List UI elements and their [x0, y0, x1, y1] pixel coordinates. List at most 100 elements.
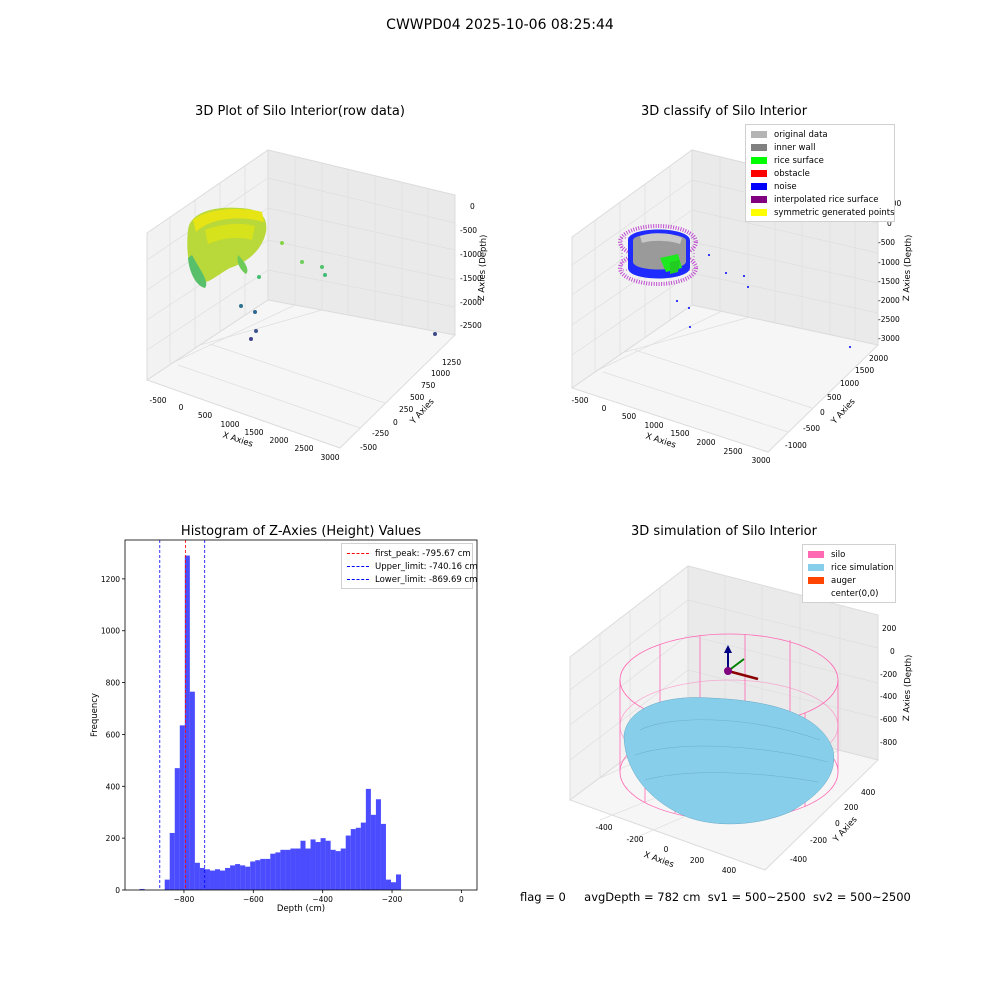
histogram-bar	[174, 768, 180, 890]
classify-z-tick: -1500	[878, 277, 900, 286]
histogram-bar	[209, 870, 215, 890]
histogram-x-tick: −800	[174, 895, 195, 904]
legend-label: inner wall	[774, 142, 816, 153]
legend-item: interpolated rice surface	[751, 193, 889, 206]
histogram-x-tick: −600	[243, 895, 264, 904]
simulation-y-tick: 0	[835, 819, 840, 828]
histogram-bar	[214, 869, 221, 890]
simulation-3d-plot: -400 -200 0 200 400 X Axies -400 -200 0 …	[568, 564, 914, 875]
histogram-bar	[255, 860, 261, 890]
histogram-bars	[139, 555, 402, 890]
raw-x-tick: 500	[198, 411, 213, 420]
simulation-x-tick: 0	[664, 845, 669, 854]
legend-item: auger	[808, 574, 890, 587]
raw-z-ticks: 0 -500 -1000 -1500 -2000 -2500	[460, 202, 482, 330]
legend-item: inner wall	[751, 141, 889, 154]
classify-x-tick: 2500	[723, 447, 742, 456]
legend-item: noise	[751, 180, 889, 193]
classify-z-label: Z Axies (Depth)	[902, 234, 914, 301]
histogram-bar	[139, 888, 145, 890]
simulation-z-tick: -200	[880, 670, 897, 679]
histogram-bar	[325, 840, 331, 890]
legend-label: center(0,0)	[831, 588, 879, 599]
simulation-z-tick: -800	[880, 738, 897, 747]
status-sv2: sv2 = 500~2500	[812, 890, 911, 904]
classify-3d-axes-panes	[570, 149, 880, 453]
classify-3d-plot: -500 0 500 1000 1500 2000 2500 3000 X Ax…	[570, 149, 914, 465]
raw-x-tick: 1000	[220, 420, 239, 429]
histogram-bar	[275, 852, 281, 890]
histogram-title: Histogram of Z-Axies (Height) Values	[180, 524, 422, 539]
histogram-bar	[360, 822, 366, 890]
histogram-bar	[380, 823, 386, 890]
raw-y-tick: -500	[360, 443, 377, 452]
raw-x-tick: 3000	[320, 453, 339, 462]
classify-z-tick: -2000	[878, 296, 900, 305]
classify-y-tick: -500	[803, 424, 820, 433]
histogram-bar	[390, 882, 397, 890]
raw-z-tick: -2500	[460, 321, 482, 330]
classify-point-cloud	[618, 224, 851, 348]
histogram-bar	[260, 858, 266, 890]
legend-swatch	[808, 590, 824, 597]
legend-swatch	[808, 577, 824, 584]
legend-swatch	[751, 170, 767, 177]
histogram-x-label: Depth (cm)	[277, 904, 325, 914]
legend-item: first_peak: -795.67 cm	[347, 547, 471, 560]
histogram-y-ticks: 0 200 400 600 800 1000 1200	[101, 575, 125, 895]
classify-y-ticks: -1000 -500 0 500 1000 1500 2000	[785, 354, 888, 450]
raw-x-ticks: -500 0 500 1000 1500 2000 2500 3000	[149, 396, 339, 462]
legend-label: rice surface	[774, 155, 824, 166]
status-sv1: sv1 = 500~2500	[707, 890, 806, 904]
raw-y-tick: 250	[399, 405, 414, 414]
histogram-bar	[235, 864, 241, 890]
histogram-bar	[375, 799, 381, 890]
classify-plot-title: 3D classify of Silo Interior	[640, 104, 808, 119]
histogram-bar	[280, 849, 286, 890]
legend-line	[347, 566, 369, 567]
raw-z-tick: 0	[470, 202, 475, 211]
classify-x-tick: 3000	[751, 456, 770, 465]
histogram-bar	[365, 788, 371, 890]
raw-x-tick: 0	[179, 403, 184, 412]
legend-label: noise	[774, 181, 797, 192]
histogram-x-tick: 0	[459, 895, 464, 904]
legend-swatch	[751, 157, 767, 164]
legend-swatch	[751, 209, 767, 216]
histogram-bar	[300, 840, 306, 890]
classify-y-tick: 0	[820, 408, 825, 417]
histogram-bar	[345, 835, 351, 890]
simulation-z-tick: 0	[890, 647, 895, 656]
histogram-bar	[305, 848, 311, 890]
classify-y-tick: -1000	[785, 441, 807, 450]
simulation-y-tick: 200	[844, 803, 859, 812]
legend-item: rice surface	[751, 154, 889, 167]
raw-plot-title: 3D Plot of Silo Interior(row data)	[195, 104, 405, 119]
legend-item: Lower_limit: -869.69 cm	[347, 573, 477, 586]
legend-item: original data	[751, 128, 889, 141]
histogram-bar	[370, 814, 376, 890]
histogram-chart: −800 −600 −400 −200 0 020040060080010001200 …	[90, 539, 478, 914]
histogram-bar	[340, 848, 346, 890]
legend-item: symmetric generated points	[751, 206, 895, 219]
raw-z-label: Z Axies (Depth)	[477, 234, 489, 301]
histogram-y-tick: 0	[115, 886, 120, 895]
legend-label: silo	[831, 549, 846, 560]
simulation-y-ticks: -400 -200 0 200 400	[790, 788, 876, 864]
raw-y-tick: 1250	[442, 358, 461, 367]
histogram-bar	[396, 874, 402, 890]
classify-y-tick: 1000	[840, 379, 859, 388]
legend-label: symmetric generated points	[774, 207, 895, 218]
histogram-bar	[285, 849, 291, 890]
legend-label: obstacle	[774, 168, 810, 179]
legend-item: silo	[808, 548, 890, 561]
raw-y-tick: 750	[421, 381, 436, 390]
histogram-bar	[164, 879, 170, 890]
raw-z-tick: -2000	[460, 298, 482, 307]
simulation-x-ticks: -400 -200 0 200 400	[595, 823, 736, 875]
histogram-bar	[250, 861, 256, 890]
histogram-x-tick: −200	[382, 895, 403, 904]
histogram-bar	[320, 838, 326, 890]
classify-x-tick: 0	[602, 404, 607, 413]
status-line: flag = 0 avgDepth = 782 cm sv1 = 500~250…	[520, 890, 911, 904]
